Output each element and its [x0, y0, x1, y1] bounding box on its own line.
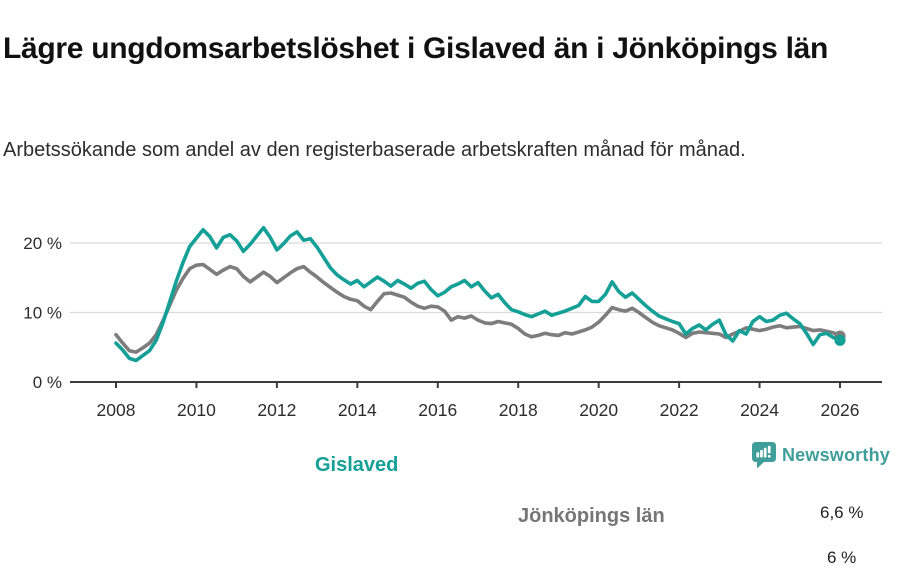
newsworthy-brand-text: Newsworthy [781, 445, 890, 465]
line-chart: 0 % 10 % 20 % 2008 2010 2012 2014 2016 2018 2020 2… [0, 200, 900, 567]
y-axis-label-10: 10 % [23, 304, 62, 323]
x-axis-label-2008: 2008 [97, 400, 136, 420]
x-axis-label-2012: 2012 [257, 400, 296, 420]
x-axis-label-2020: 2020 [579, 400, 618, 420]
x-axis-label-2018: 2018 [499, 400, 538, 420]
chart-canvas: 0 % 10 % 20 % 2008 2010 2012 2014 2016 2018 2020 2… [23, 225, 882, 420]
newsworthy-chart-bubble-icon [751, 442, 776, 469]
chart-subtitle: Arbetssökande som andel av den registerb… [3, 139, 746, 161]
y-axis-label-20: 20 % [23, 234, 62, 253]
x-axis-label-2014: 2014 [338, 400, 377, 420]
x-axis-label-2016: 2016 [418, 400, 457, 420]
newsworthy-logo: Newsworthy [751, 442, 890, 469]
x-axis-label-2010: 2010 [177, 400, 216, 420]
page-title: Lägre ungdomsarbetslöshet i Gislaved än … [3, 32, 829, 66]
x-axis-label-2024: 2024 [740, 400, 779, 420]
x-axis-label-2026: 2026 [821, 400, 860, 420]
series-line-j-nk-pings-l-n [114, 262, 842, 354]
x-axis-label-2022: 2022 [660, 400, 699, 420]
series-label-jonkopings-lan: Jönköpings län [518, 505, 665, 527]
end-value-label-gislaved: 6 % [827, 548, 857, 567]
end-value-label-jonkopings-lan: 6,6 % [817, 503, 867, 523]
series-label-gislaved: Gislaved [315, 454, 399, 476]
series-line-gislaved [114, 225, 842, 363]
y-axis-label-0: 0 % [33, 373, 62, 392]
end-dot-gislaved [834, 334, 846, 346]
